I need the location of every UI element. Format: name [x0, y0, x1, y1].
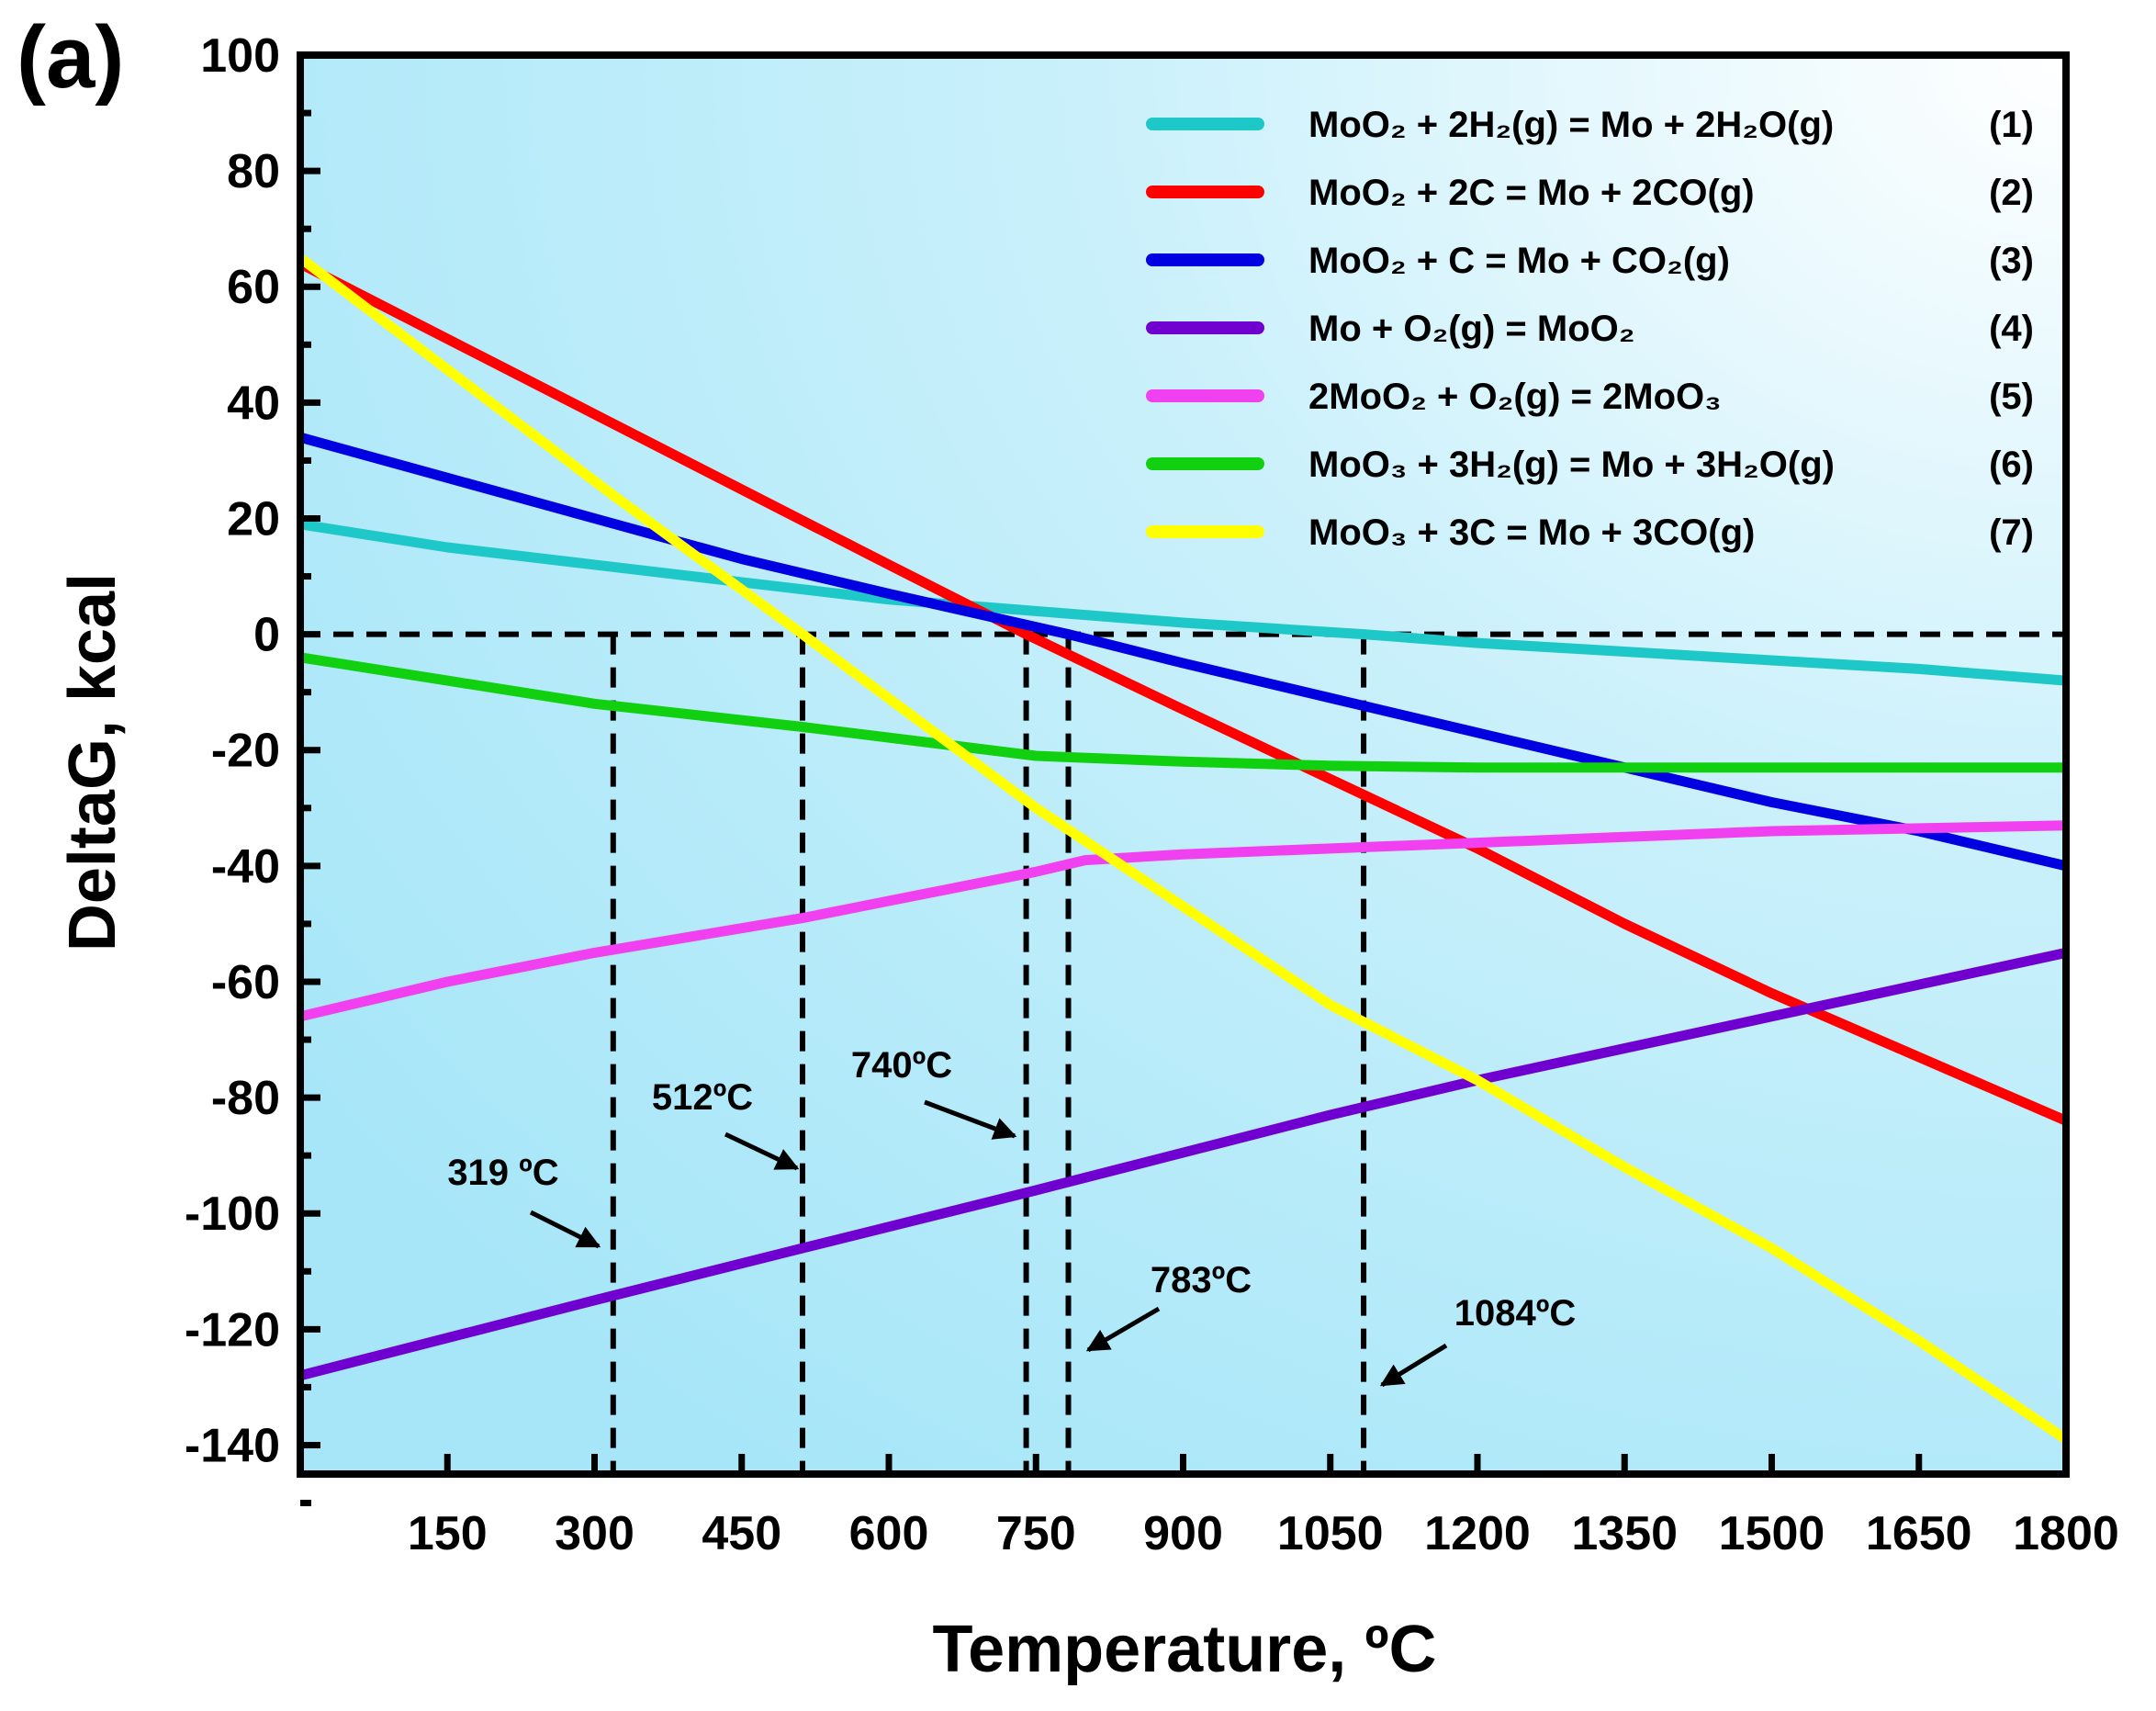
- series-line-3: [298, 432, 2068, 872]
- legend-id-3: (3): [1989, 241, 2034, 281]
- x-tick-label: 1350: [1571, 1507, 1678, 1560]
- y-tick-label: -40: [211, 840, 280, 894]
- x-tick-label: 1200: [1424, 1507, 1531, 1560]
- x-tick-label: 150: [408, 1507, 488, 1560]
- x-tick-label: 1500: [1719, 1507, 1825, 1560]
- y-tick-label: 60: [227, 261, 280, 314]
- legend-id-7: (7): [1989, 512, 2034, 553]
- x-tick-label: 750: [996, 1507, 1076, 1560]
- y-tick-label: -20: [211, 725, 280, 778]
- arrow-icon: [1085, 1306, 1161, 1353]
- x-tick-label: 1650: [1866, 1507, 1972, 1560]
- series-line-2: [298, 259, 2069, 1126]
- y-tick-label: 80: [227, 145, 280, 198]
- y-tick-label: 0: [253, 609, 280, 662]
- y-tick-label: 40: [227, 377, 280, 430]
- arrow-icon: [724, 1131, 800, 1171]
- y-tick-label: -120: [185, 1303, 280, 1356]
- legend: MoO₂ + 2H₂(g) = Mo + 2H₂O(g) (1) MoO₂ + 2C…: [1146, 105, 2034, 553]
- annotation-label-1084: 1084ºC: [1454, 1293, 1576, 1334]
- legend-label-6: MoO₃ + 3H₂(g) = Mo + 3H₂O(g): [1308, 445, 1835, 485]
- y-tick-label: -100: [185, 1188, 280, 1241]
- y-tick-label: -140: [185, 1419, 280, 1472]
- legend-id-2: (2): [1989, 173, 2034, 213]
- x-tick-label: 1050: [1277, 1507, 1384, 1560]
- legend-id-6: (6): [1989, 445, 2034, 485]
- y-tick-label: -80: [211, 1072, 280, 1125]
- legend-label-4: Mo + O₂(g) = MoO₂: [1308, 309, 1635, 349]
- x-tick-label: 300: [555, 1507, 634, 1560]
- annotation-label-512: 512ºC: [652, 1077, 753, 1118]
- series-line-6: [299, 652, 2066, 773]
- series-line-1: [299, 519, 2067, 686]
- x-tick-label: 900: [1143, 1507, 1223, 1560]
- panel-label: (a): [17, 8, 124, 107]
- x-tick-label: 600: [849, 1507, 929, 1560]
- legend-label-2: MoO₂ + 2C = Mo + 2CO(g): [1308, 173, 1755, 213]
- series-line-5: [298, 820, 2067, 1022]
- y-tick-label: 100: [200, 29, 280, 83]
- x-axis-title: Temperature, ºC: [932, 1613, 1436, 1686]
- series-line-7: [297, 253, 2070, 1444]
- arrow-icon: [529, 1210, 601, 1249]
- legend-label-3: MoO₂ + C = Mo + CO₂(g): [1308, 241, 1730, 281]
- x-tick-label: 1800: [2013, 1507, 2119, 1560]
- y-tick-label: -60: [211, 956, 280, 1009]
- y-tick-label: 20: [227, 492, 280, 546]
- arrow-icon: [1379, 1343, 1448, 1388]
- legend-label-1: MoO₂ + 2H₂(g) = Mo + 2H₂O(g): [1308, 105, 1834, 145]
- legend-label-7: MoO₃ + 3C = Mo + 3CO(g): [1308, 512, 1755, 553]
- legend-label-5: 2MoO₂ + O₂(g) = 2MoO₃: [1308, 377, 1722, 417]
- legend-id-5: (5): [1989, 377, 2034, 417]
- annotation-label-740: 740ºC: [851, 1045, 952, 1086]
- annotation-label-319: 319 ºC: [447, 1153, 558, 1193]
- y-axis-title: DeltaG, kcal: [56, 573, 129, 951]
- plot-frame: [297, 51, 2070, 1478]
- legend-id-4: (4): [1989, 309, 2034, 349]
- legend-id-1: (1): [1989, 105, 2034, 145]
- annotation-label-783: 783ºC: [1151, 1260, 1252, 1300]
- arrow-icon: [924, 1099, 1017, 1140]
- x-tick-label: 450: [702, 1507, 781, 1560]
- series-line-4: [298, 948, 2068, 1381]
